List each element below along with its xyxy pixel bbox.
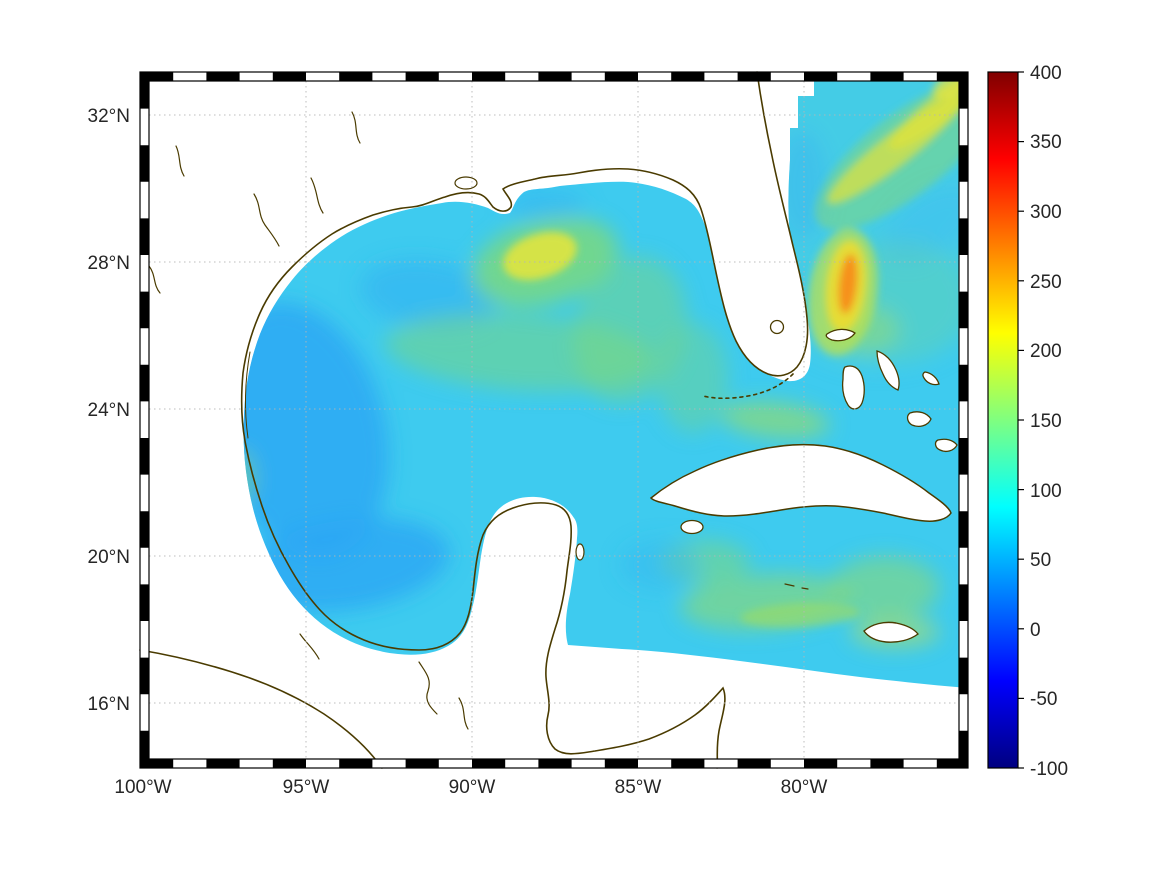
florida-landmass (628, 72, 808, 376)
y-axis-tick-labels: 32°N 28°N 24°N 20°N 16°N (88, 106, 130, 715)
y-tick-20n: 20°N (88, 547, 130, 568)
cb-label-300: 300 (1030, 202, 1062, 223)
isle-of-youth-island (680, 519, 704, 535)
colorbar-ticks (1018, 71, 1024, 769)
map-frame (139, 71, 969, 769)
cb-label-neg100: -100 (1030, 759, 1068, 780)
colorbar-gradient (987, 71, 1019, 769)
y-tick-32n: 32°N (88, 106, 130, 127)
florida-keys-line (702, 373, 794, 400)
cb-label-200: 200 (1030, 341, 1062, 362)
cb-label-350: 350 (1030, 132, 1062, 153)
cb-label-100: 100 (1030, 481, 1062, 502)
coastlines (139, 71, 809, 769)
x-tick-90w: 90°W (449, 777, 496, 798)
lake-okeechobee (769, 319, 785, 335)
pacific-mexico-coastline (139, 649, 383, 769)
cozumel-island (575, 543, 585, 561)
x-axis-tick-labels: 100°W 95°W 90°W 85°W 80°W (114, 777, 827, 798)
y-tick-24n: 24°N (88, 400, 130, 421)
colorbar: 400 350 300 250 200 150 100 50 0 -50 -10… (987, 63, 1068, 780)
bahamas-islands (825, 328, 958, 452)
x-tick-100w: 100°W (114, 777, 171, 798)
cb-label-150: 150 (1030, 411, 1062, 432)
lake-pontchartrain (454, 176, 478, 190)
texas-lagoon-line (245, 351, 251, 439)
cayman-islands (784, 583, 809, 590)
jamaica-island (863, 621, 919, 643)
cb-label-neg50: -50 (1030, 689, 1057, 710)
cb-label-50: 50 (1030, 550, 1051, 571)
y-tick-16n: 16°N (88, 694, 130, 715)
x-tick-85w: 85°W (615, 777, 662, 798)
cb-label-0: 0 (1030, 620, 1041, 641)
graticule-grid (149, 81, 959, 759)
cb-label-250: 250 (1030, 272, 1062, 293)
x-tick-80w: 80°W (781, 777, 828, 798)
y-tick-28n: 28°N (88, 253, 130, 274)
land-masks (575, 72, 958, 643)
x-tick-95w: 95°W (283, 777, 330, 798)
cuba-island (649, 443, 952, 522)
gulf-mainland-coastline (240, 71, 809, 769)
cb-label-400: 400 (1030, 63, 1062, 84)
rivers (148, 111, 469, 730)
colorbar-tick-labels: 400 350 300 250 200 150 100 50 0 -50 -10… (1030, 63, 1068, 780)
